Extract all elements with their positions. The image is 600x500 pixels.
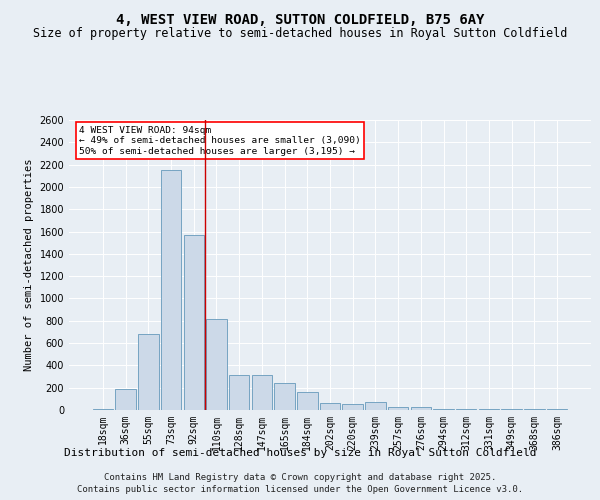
Bar [93,409,113,410]
Text: Distribution of semi-detached houses by size in Royal Sutton Coldfield: Distribution of semi-detached houses by … [64,448,536,458]
Y-axis label: Number of semi-detached properties: Number of semi-detached properties [24,159,34,371]
Bar [251,375,272,410]
Bar [206,318,227,410]
Text: Size of property relative to semi-detached houses in Royal Sutton Coldfield: Size of property relative to semi-detach… [33,28,567,40]
Bar [184,235,204,410]
Bar [297,392,317,410]
Text: Contains HM Land Registry data © Crown copyright and database right 2025.: Contains HM Land Registry data © Crown c… [104,472,496,482]
Bar [115,390,136,410]
Bar [365,402,386,410]
Bar [138,334,158,410]
Bar [229,375,250,410]
Text: 4, WEST VIEW ROAD, SUTTON COLDFIELD, B75 6AY: 4, WEST VIEW ROAD, SUTTON COLDFIELD, B75… [116,12,484,26]
Text: Contains public sector information licensed under the Open Government Licence v3: Contains public sector information licen… [77,485,523,494]
Bar [410,406,431,410]
Bar [274,383,295,410]
Text: 4 WEST VIEW ROAD: 94sqm
← 49% of semi-detached houses are smaller (3,090)
50% of: 4 WEST VIEW ROAD: 94sqm ← 49% of semi-de… [79,126,361,156]
Bar [343,404,363,410]
Bar [320,404,340,410]
Bar [433,409,454,410]
Bar [388,406,409,410]
Bar [161,170,181,410]
